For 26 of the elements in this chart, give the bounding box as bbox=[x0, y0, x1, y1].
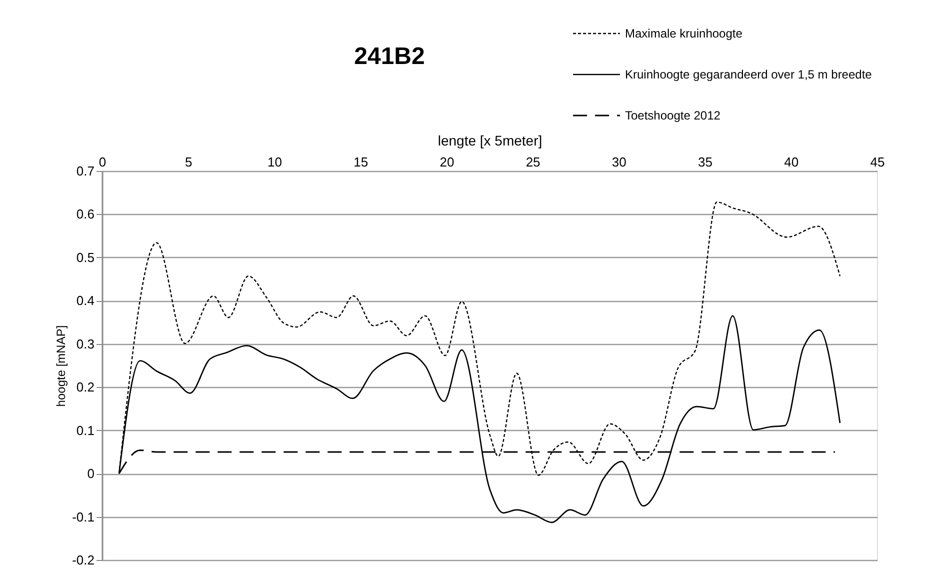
x-tick-label: 40 bbox=[784, 154, 799, 170]
legend-label: Toetshoogte 2012 bbox=[625, 108, 721, 122]
x-tick-label: 10 bbox=[267, 154, 282, 170]
x-tick-label: 30 bbox=[612, 154, 626, 170]
x-tick-label: 15 bbox=[354, 154, 368, 170]
x-tick-label: 25 bbox=[526, 154, 540, 170]
y-tick-label: 0.7 bbox=[76, 164, 94, 178]
x-tick-label: 0 bbox=[98, 154, 106, 170]
y-tick-label: 0.4 bbox=[76, 293, 94, 308]
y-tick-label: -0.2 bbox=[72, 552, 94, 568]
chart-title: 241B2 bbox=[354, 43, 425, 70]
y-tick-label: 0.2 bbox=[76, 380, 94, 395]
x-tick-label: 45 bbox=[870, 154, 885, 170]
legend-label: Kruinhoogte gegarandeerd over 1,5 m breedte bbox=[625, 68, 872, 82]
x-tick-label: 5 bbox=[184, 154, 192, 170]
y-tick-label: 0.1 bbox=[76, 422, 94, 438]
x-tick-label: 20 bbox=[440, 154, 454, 170]
y-axis-title: hoogte [mNAP] bbox=[54, 325, 68, 407]
y-tick-label: 0.5 bbox=[76, 250, 94, 265]
y-tick-label: -0.1 bbox=[72, 509, 94, 524]
legend-label: Maximale kruinhoogte bbox=[625, 26, 743, 40]
x-axis-title: lengte [x 5meter] bbox=[438, 132, 542, 148]
y-tick-label: 0 bbox=[87, 466, 94, 482]
x-tick-label: 35 bbox=[698, 154, 713, 170]
y-tick-label: 0.6 bbox=[76, 206, 94, 222]
y-tick-label: 0.3 bbox=[76, 336, 94, 352]
